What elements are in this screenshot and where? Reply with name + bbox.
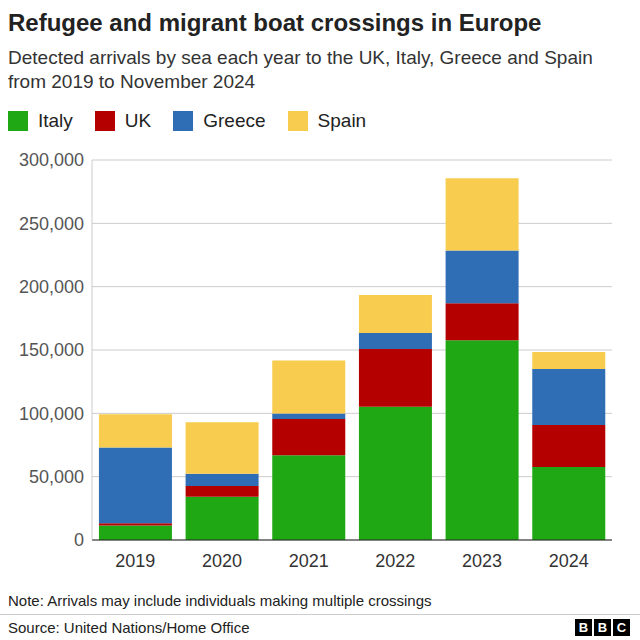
- html-text:C: C: [616, 620, 627, 635]
- html-text:Spain: Spain: [317, 110, 367, 131]
- svg-text:2023: 2023: [462, 551, 502, 571]
- svg-text:2021: 2021: [289, 551, 329, 571]
- html-text:Italy: Italy: [38, 110, 73, 131]
- html-text:B: B: [597, 620, 608, 635]
- svg-text:300,000: 300,000: [19, 150, 84, 170]
- svg-text:200,000: 200,000: [19, 277, 84, 297]
- svg-text:2022: 2022: [375, 551, 415, 571]
- html-text:B: B: [578, 620, 589, 635]
- html-text:Note: Arrivals may include ind: Note: Arrivals may include individuals m…: [8, 592, 432, 609]
- svg-text:2020: 2020: [202, 551, 242, 571]
- svg-text:250,000: 250,000: [19, 214, 84, 234]
- html-text:Greece: Greece: [203, 110, 266, 131]
- html-text:Refugee and migrant boat cross: Refugee and migrant boat crossings in Eu…: [8, 9, 542, 36]
- svg-text:2024: 2024: [549, 551, 589, 571]
- svg-text:100,000: 100,000: [19, 404, 84, 424]
- html-text:Source: United Nations/Home Of: Source: United Nations/Home Office: [8, 619, 250, 636]
- svg-text:0: 0: [74, 530, 84, 550]
- svg-text:2019: 2019: [115, 551, 155, 571]
- html-text:Detected arrivals by sea each: Detected arrivals by sea each year to th…: [8, 47, 593, 92]
- svg-text:150,000: 150,000: [19, 340, 84, 360]
- html-text:UK: UK: [124, 110, 152, 131]
- svg-text:50,000: 50,000: [29, 467, 84, 487]
